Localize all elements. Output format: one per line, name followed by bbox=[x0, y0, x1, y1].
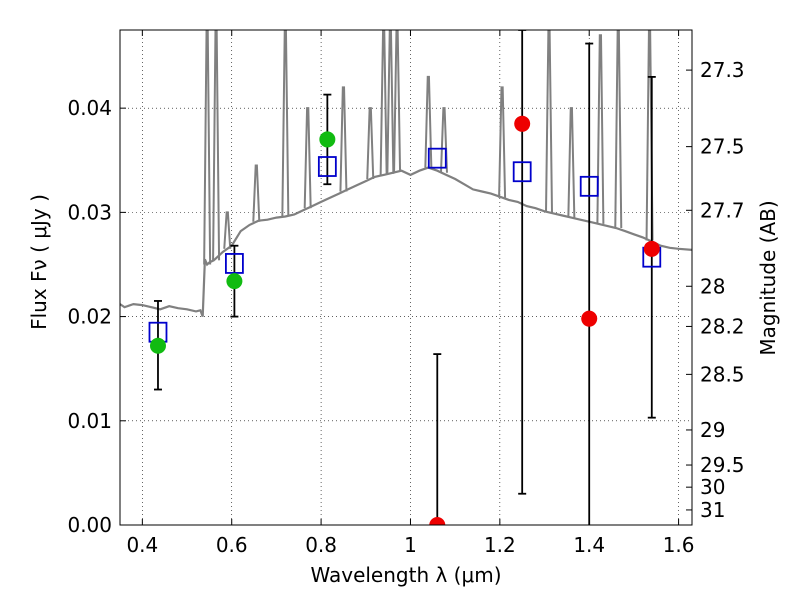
x-tick-label: 1 bbox=[404, 533, 417, 557]
model-square-marker bbox=[224, 253, 244, 274]
sed-emission-line bbox=[545, 30, 553, 213]
mag-tick-label: 27.5 bbox=[700, 135, 745, 159]
y-tick-label: 0.03 bbox=[67, 200, 112, 224]
mag-tick-label: 28.5 bbox=[700, 362, 745, 386]
sed-emission-line bbox=[303, 107, 312, 209]
mag-tick-label: 29 bbox=[700, 418, 725, 442]
red-measurement-marker bbox=[581, 310, 598, 327]
mag-tick-label: 28 bbox=[700, 274, 725, 298]
x-axis-label: Wavelength λ (μm) bbox=[310, 563, 501, 587]
model-square-marker bbox=[427, 147, 447, 169]
sed-emission-line bbox=[439, 107, 448, 173]
sed-continuum-line bbox=[120, 166, 692, 317]
sed-emission-line bbox=[386, 30, 395, 174]
y-axis-right-label: Magnitude (AB) bbox=[756, 200, 780, 355]
sed-emission-line bbox=[393, 30, 402, 172]
model-square-marker bbox=[579, 175, 599, 197]
mag-tick-label: 28.2 bbox=[700, 314, 745, 338]
sed-emission-line bbox=[498, 86, 507, 198]
model-square-marker bbox=[317, 156, 337, 177]
sed-emission-line bbox=[212, 30, 221, 261]
green-detection-marker bbox=[319, 131, 336, 148]
mag-tick-label: 29.5 bbox=[700, 453, 745, 477]
green-detection-marker bbox=[226, 273, 243, 290]
x-tick-label: 0.8 bbox=[305, 533, 337, 557]
y-tick-label: 0.01 bbox=[67, 409, 112, 433]
red-measurement-marker bbox=[514, 115, 531, 132]
sed-emission-line bbox=[596, 34, 605, 224]
sed-emission-line bbox=[223, 211, 232, 249]
sed-emission-line bbox=[339, 86, 348, 192]
sed-emission-line bbox=[203, 30, 212, 265]
mag-tick-label: 27.3 bbox=[700, 58, 745, 82]
mag-tick-label: 27.7 bbox=[700, 198, 745, 222]
x-tick-label: 1.4 bbox=[573, 533, 605, 557]
sed-emission-line bbox=[281, 30, 290, 217]
x-tick-label: 1.6 bbox=[663, 533, 695, 557]
green-detection-marker bbox=[149, 337, 166, 354]
red-measurement-marker bbox=[643, 240, 660, 257]
sed-emission-line bbox=[366, 107, 375, 180]
sed-emission-line bbox=[252, 164, 261, 222]
sed-spectrum bbox=[120, 30, 692, 317]
x-tick-label: 0.4 bbox=[126, 533, 158, 557]
y-tick-label: 0.04 bbox=[67, 96, 112, 120]
y-tick-label: 0.00 bbox=[67, 513, 112, 537]
y-tick-label: 0.02 bbox=[67, 305, 112, 329]
sed-emission-line bbox=[614, 30, 623, 229]
sed-emission-line bbox=[567, 107, 576, 218]
mag-tick-label: 30 bbox=[700, 475, 725, 499]
model-square-marker bbox=[512, 161, 532, 183]
sed-emission-line bbox=[379, 30, 388, 175]
mag-tick-label: 31 bbox=[700, 498, 725, 522]
axis-ticks: 0.4 0.6 0.8 1 1.2 1.4 1.6 0.00 0.01 0.02 0.03 0.04 2… bbox=[67, 30, 745, 557]
y-axis-label: Flux Fν ( μJy ) bbox=[27, 194, 51, 330]
x-tick-label: 1.2 bbox=[484, 533, 516, 557]
data-markers bbox=[148, 115, 662, 525]
plot-frame bbox=[119, 29, 693, 526]
red-measurement-marker bbox=[429, 517, 446, 525]
x-tick-label: 0.6 bbox=[216, 533, 248, 557]
sed-emission-line bbox=[424, 75, 433, 168]
